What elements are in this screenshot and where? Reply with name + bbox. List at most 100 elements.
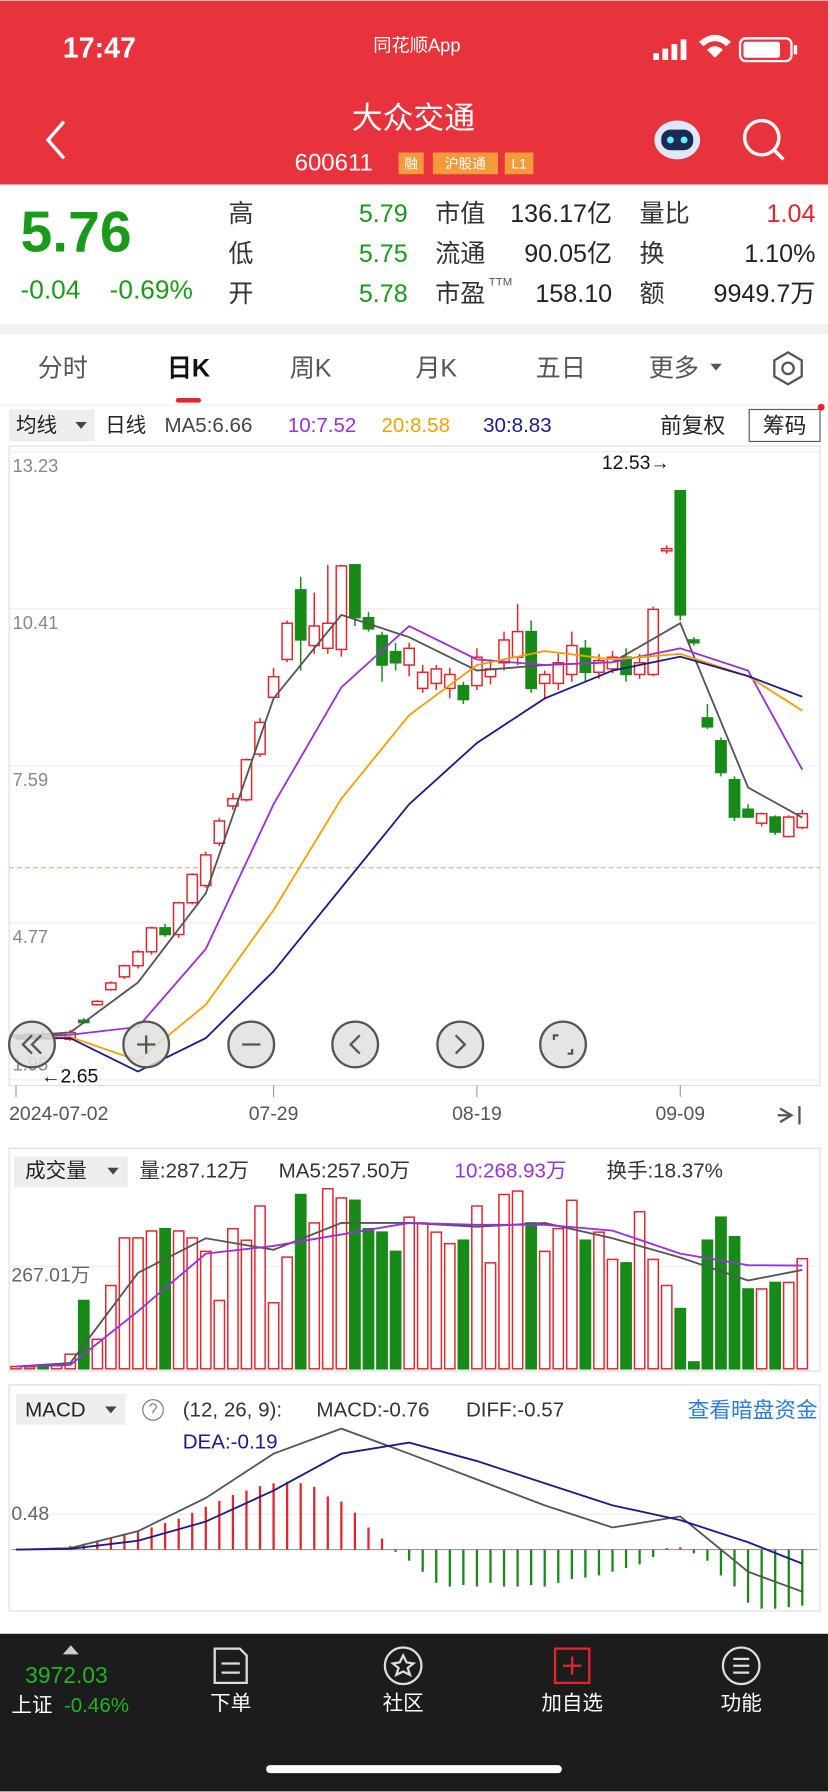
candle-body xyxy=(633,662,646,676)
macd-frame xyxy=(8,1384,821,1612)
robot-button[interactable] xyxy=(654,120,701,160)
legend-entry: DEA:-0.19 xyxy=(183,1430,278,1453)
candle-body xyxy=(769,816,782,833)
candle-body xyxy=(430,668,443,685)
volume-bar xyxy=(552,1227,565,1370)
stat-label: 流通 xyxy=(435,240,485,268)
legend-entry: 20:8.58 xyxy=(381,414,450,437)
candle-body xyxy=(132,951,144,967)
macd-select[interactable] xyxy=(15,1393,126,1425)
back-button[interactable] xyxy=(45,120,66,160)
help-icon[interactable] xyxy=(142,1399,164,1421)
volume-title: 成交量 xyxy=(25,1160,87,1183)
dark-pool-link[interactable]: 查看暗盘资金 xyxy=(688,1397,818,1422)
tag-bg xyxy=(398,152,424,175)
tab[interactable]: 日K xyxy=(167,354,210,382)
candle-body xyxy=(172,902,185,936)
volume-bar xyxy=(633,1211,646,1370)
volume-bar xyxy=(389,1250,402,1370)
home-indicator xyxy=(266,1765,562,1774)
prev[interactable] xyxy=(331,1020,380,1069)
volume-bar xyxy=(23,1366,36,1370)
chart-buttons xyxy=(7,1020,588,1069)
stat-value: 1.04 xyxy=(767,200,816,228)
nav-item[interactable]: 社区 xyxy=(383,1692,424,1715)
tag-bg xyxy=(432,152,498,175)
nav-item[interactable]: 加自选 xyxy=(541,1692,603,1715)
volume-bar xyxy=(240,1239,253,1370)
volume-bar xyxy=(674,1307,687,1370)
volume-bar xyxy=(660,1284,673,1370)
volume-bar xyxy=(267,1302,280,1370)
next[interactable] xyxy=(436,1020,485,1069)
candle-body xyxy=(525,630,538,690)
stat-value: 5.75 xyxy=(359,240,408,268)
stock-code: 600611 xyxy=(295,149,373,176)
stat-value: 1.10% xyxy=(744,240,815,268)
volume-bar xyxy=(742,1288,754,1370)
volume-bar xyxy=(715,1216,727,1370)
candle-body xyxy=(660,547,673,552)
volume-bar xyxy=(416,1222,429,1370)
y-tick-label: 267.01万 xyxy=(11,1264,90,1286)
volume-bar xyxy=(647,1258,660,1370)
candle-body xyxy=(281,622,294,661)
candle-body xyxy=(240,758,253,801)
adjust[interactable]: 前复权 xyxy=(660,413,725,438)
scroll-end[interactable] xyxy=(777,1106,801,1125)
volume-select[interactable] xyxy=(13,1156,128,1188)
volume-frame xyxy=(8,1147,821,1372)
expand-arrow[interactable] xyxy=(62,1645,79,1655)
volume-bar xyxy=(796,1257,809,1370)
volume-bar xyxy=(525,1222,538,1370)
search-button[interactable] xyxy=(742,118,785,161)
stat-label: 额 xyxy=(640,280,665,308)
volume-bar xyxy=(132,1237,144,1370)
tab[interactable]: 周K xyxy=(290,354,332,382)
volume-bar xyxy=(199,1250,212,1370)
tab[interactable]: 五日 xyxy=(536,354,586,382)
candle-body xyxy=(742,808,754,818)
nav: 下单 社区 加自选 功能 xyxy=(210,1692,762,1715)
red-dot xyxy=(817,403,825,411)
tab[interactable]: 分时 xyxy=(38,354,88,382)
tab-indicator xyxy=(175,398,202,403)
tab[interactable]: 更多 xyxy=(649,354,699,382)
chips-button[interactable] xyxy=(748,408,821,443)
y-tick-label: 7.59 xyxy=(13,769,49,790)
candle-body xyxy=(403,647,416,666)
price: 5.76 xyxy=(21,200,132,264)
legend-entry: MA5:6.66 xyxy=(164,414,252,437)
volume-bar xyxy=(37,1366,49,1370)
candle-body xyxy=(715,740,727,774)
volume-bar xyxy=(321,1188,334,1370)
settings-button[interactable] xyxy=(773,351,803,386)
stat-value: 158.10 xyxy=(535,280,612,308)
index-value: 3972.03 xyxy=(25,1662,108,1688)
nav-item[interactable]: 功能 xyxy=(721,1692,762,1715)
volume-bar xyxy=(701,1239,714,1370)
candle-body xyxy=(186,873,199,904)
candle-body xyxy=(213,820,226,844)
dropdown-arrow xyxy=(75,422,87,429)
status-app: 同花顺App xyxy=(373,35,460,56)
volume-bar xyxy=(538,1250,551,1370)
legend: MA5:6.66 10:7.52 20:8.58 30:8.83 xyxy=(164,414,551,437)
fullscreen[interactable] xyxy=(539,1020,588,1069)
stat-value: 5.78 xyxy=(359,280,408,308)
nav-item[interactable]: 下单 xyxy=(210,1692,251,1715)
candle-body xyxy=(416,671,429,690)
indicator-line xyxy=(15,1441,803,1565)
volume-bar xyxy=(376,1231,388,1370)
macd-value: MACD:-0.76 xyxy=(316,1398,429,1421)
candle-body xyxy=(511,630,524,658)
tab[interactable]: 月K xyxy=(415,354,457,382)
candle-body xyxy=(674,489,687,616)
volume-bar xyxy=(579,1239,592,1370)
y-tick-label: 13.23 xyxy=(13,455,59,476)
candle-body xyxy=(389,650,402,664)
nav-icons xyxy=(213,1646,761,1686)
candle-body xyxy=(701,717,714,728)
volume-bar xyxy=(308,1222,321,1370)
